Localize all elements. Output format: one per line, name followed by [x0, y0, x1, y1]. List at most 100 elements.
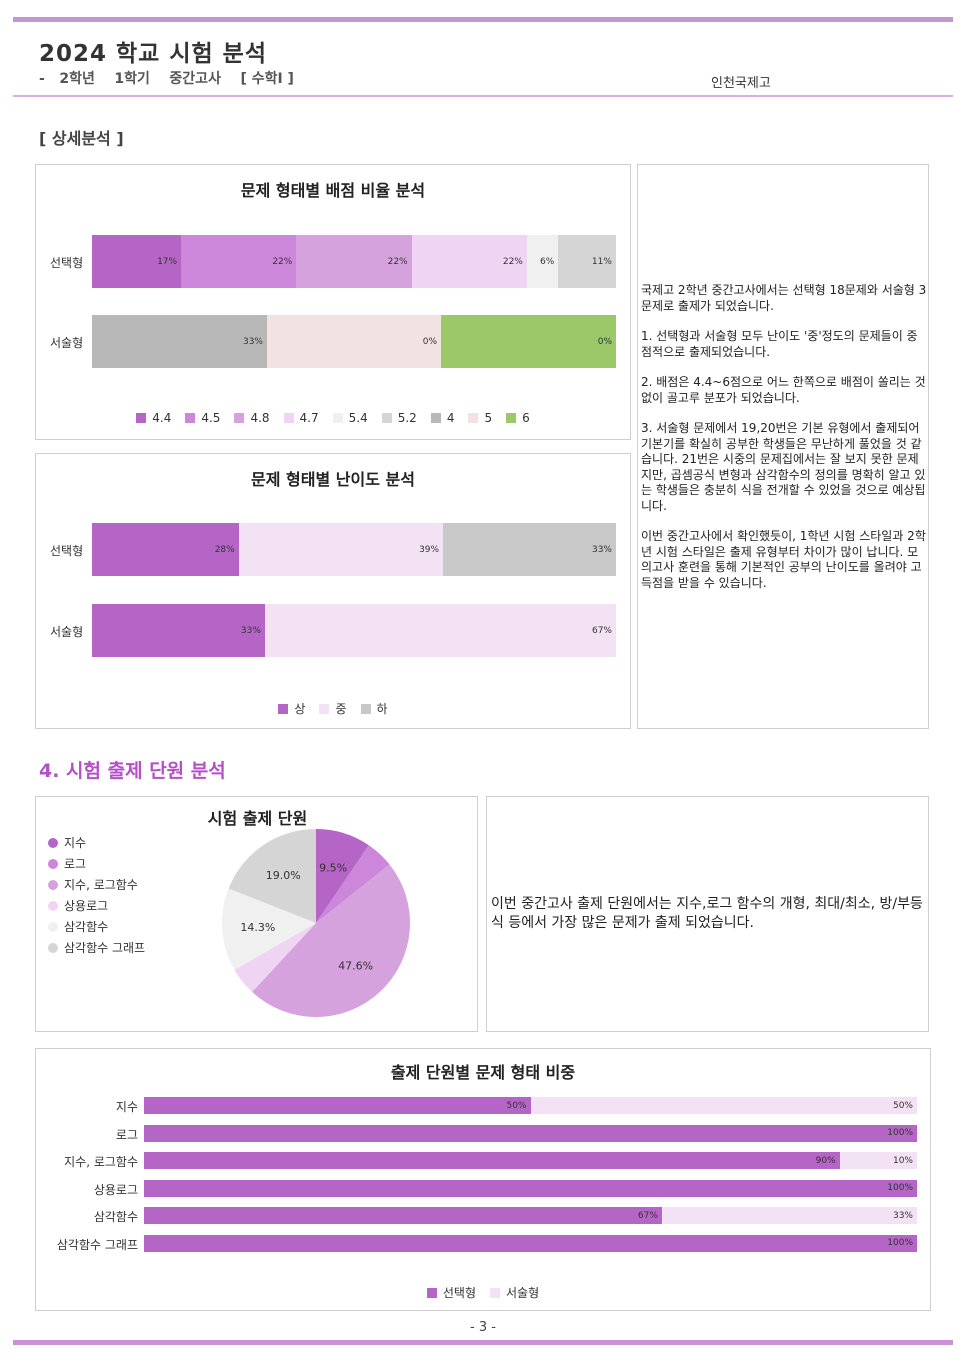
data-label: 33%	[591, 544, 612, 555]
legend-swatch	[185, 413, 196, 423]
legend-label: 상	[294, 702, 306, 716]
legend-label: 지수	[64, 836, 87, 850]
detail-note: 국제고 2학년 중간고사에서는 선택형 18문제와 서술형 3문제로 출제가 되…	[641, 283, 927, 606]
legend-swatch	[426, 1287, 437, 1298]
legend-swatch	[278, 703, 289, 714]
bar-segment: 33%	[661, 1207, 917, 1224]
legend-dot	[48, 837, 58, 848]
legend-item: 중	[319, 700, 347, 717]
legend-label: 5.2	[397, 411, 417, 425]
category-label: 삼각함수 그래프	[56, 1237, 138, 1252]
legend-swatch	[468, 413, 479, 423]
data-label: 22%	[387, 256, 408, 267]
legend-item: 4.8	[234, 411, 270, 425]
pie-slice	[228, 829, 316, 923]
bar-row: 90% 10%	[144, 1152, 917, 1169]
legend-label: 4.7	[299, 411, 319, 425]
legend-label: 지수, 로그함수	[64, 878, 138, 892]
bar-row: 100%	[144, 1179, 917, 1197]
legend-item: 상용로그	[48, 895, 145, 916]
pie-slice	[222, 888, 316, 970]
legend-label: 중	[335, 702, 347, 716]
data-label: 100%	[887, 1128, 913, 1138]
note-paragraph: 2. 배점은 4.4~6점으로 어느 한쪽으로 배점이 쏠리는 것 없이 골고루…	[641, 375, 930, 405]
legend-label: 상용로그	[64, 899, 109, 913]
pie-label: 9.5%	[319, 861, 347, 874]
legend-dot	[48, 858, 58, 869]
section-detail-label: [ 상세분석 ]	[39, 129, 124, 148]
data-label: 33%	[240, 625, 261, 636]
legend-label: 삼각함수	[64, 920, 109, 934]
bar-segment: 22%	[411, 235, 527, 288]
note-paragraph: 이번 중간고사에서 확인했듯이, 1학년 시험 스타일과 2학년 시험 스타일은…	[641, 529, 926, 590]
bar-row: 28% 39% 33%	[92, 523, 616, 576]
category-label: 삼각함수	[93, 1210, 138, 1224]
chart-title: 문제 형태별 배점 비율 분석	[240, 181, 426, 200]
pie-slice	[252, 864, 410, 1017]
legend-swatch	[381, 413, 392, 423]
bar-segment: 50%	[530, 1097, 917, 1114]
data-label: 0%	[422, 336, 437, 347]
unit-note-box: 이번 중간고사 출제 단원에서는 지수,로그 함수의 개형, 최대/최소, 방/…	[486, 796, 929, 1032]
bar-segment: 28%	[92, 523, 239, 576]
bar-segment: 100%	[144, 1124, 917, 1142]
bar-segment: 33%	[92, 315, 267, 368]
bar-segment: 33%	[92, 604, 265, 657]
category-label: 상용로그	[93, 1182, 138, 1197]
legend-item: 지수, 로그함수	[48, 874, 145, 895]
bar-row: 33% 67%	[92, 604, 616, 657]
page-subtitle: - 2학년 1학기 중간고사 [ 수학Ⅰ ]	[39, 71, 294, 87]
legend-swatch	[319, 703, 330, 714]
legend-item: 4.4	[136, 411, 171, 425]
bar-segment: 0%	[441, 315, 616, 368]
bar-row: 100%	[144, 1124, 917, 1142]
legend-label: 6	[522, 411, 530, 425]
pie-slice	[316, 845, 390, 923]
legend-item: 로그	[48, 853, 145, 874]
note-paragraph: 3. 서술형 문제에서 19,20번은 기본 유형에서 출제되어 기본기를 확실…	[641, 421, 926, 513]
data-label: 100%	[887, 1238, 913, 1248]
bar-segment: 22%	[296, 235, 412, 288]
bar-segment: 100%	[144, 1179, 917, 1197]
page-title: 2024 학교 시험 분석	[39, 41, 267, 67]
category-label: 선택형	[50, 543, 84, 558]
legend-item: 4.5	[185, 411, 220, 425]
bar-segment: 17%	[92, 235, 182, 288]
bottom-rule	[13, 1340, 953, 1345]
legend-label: 하	[376, 702, 388, 716]
detail-note-box: 국제고 2학년 중간고사에서는 선택형 18문제와 서술형 3문제로 출제가 되…	[637, 164, 929, 729]
legend-dot	[48, 879, 58, 890]
legend-dot	[48, 942, 58, 953]
pie-plot: 9.5% 47.6% 14.3% 19.0%	[222, 829, 410, 1017]
header-rule	[13, 95, 953, 97]
bar-row: 50% 50%	[144, 1097, 917, 1114]
legend-swatch	[283, 413, 294, 423]
legend-item: 서술형	[490, 1284, 539, 1301]
bar-row: 100%	[144, 1234, 917, 1252]
bar-segment: 67%	[144, 1207, 662, 1224]
chart-title: 문제 형태별 난이도 분석	[251, 470, 415, 489]
pie-slice	[316, 829, 369, 923]
legend-item: 하	[360, 700, 388, 717]
legend-swatch	[332, 413, 343, 423]
bar-segment: 100%	[144, 1234, 917, 1252]
data-label: 10%	[892, 1155, 913, 1166]
category-label: 서술형	[50, 335, 84, 350]
legend-swatch	[234, 413, 245, 423]
legend-swatch	[506, 413, 517, 423]
legend-label: 삼각함수 그래프	[64, 941, 146, 955]
legend-item: 지수	[48, 832, 145, 853]
legend-label: 4	[446, 411, 455, 425]
legend-item: 6	[506, 411, 530, 425]
top-rule	[13, 17, 953, 22]
difficulty-chart: 문제 형태별 난이도 분석 선택형 28% 39% 33% 서술형 33% 67% 상 중 하	[35, 453, 631, 729]
data-label: 67%	[637, 1210, 658, 1221]
section-4-title: 4. 시험 출제 단원 분석	[39, 760, 226, 782]
legend-label: 5.4	[348, 411, 368, 425]
legend-item: 선택형	[426, 1284, 476, 1301]
bar-row: 17% 22% 22% 22% 6% 11%	[92, 235, 616, 288]
bar-row: 33% 0% 0%	[92, 315, 616, 368]
data-label: 22%	[502, 256, 523, 267]
